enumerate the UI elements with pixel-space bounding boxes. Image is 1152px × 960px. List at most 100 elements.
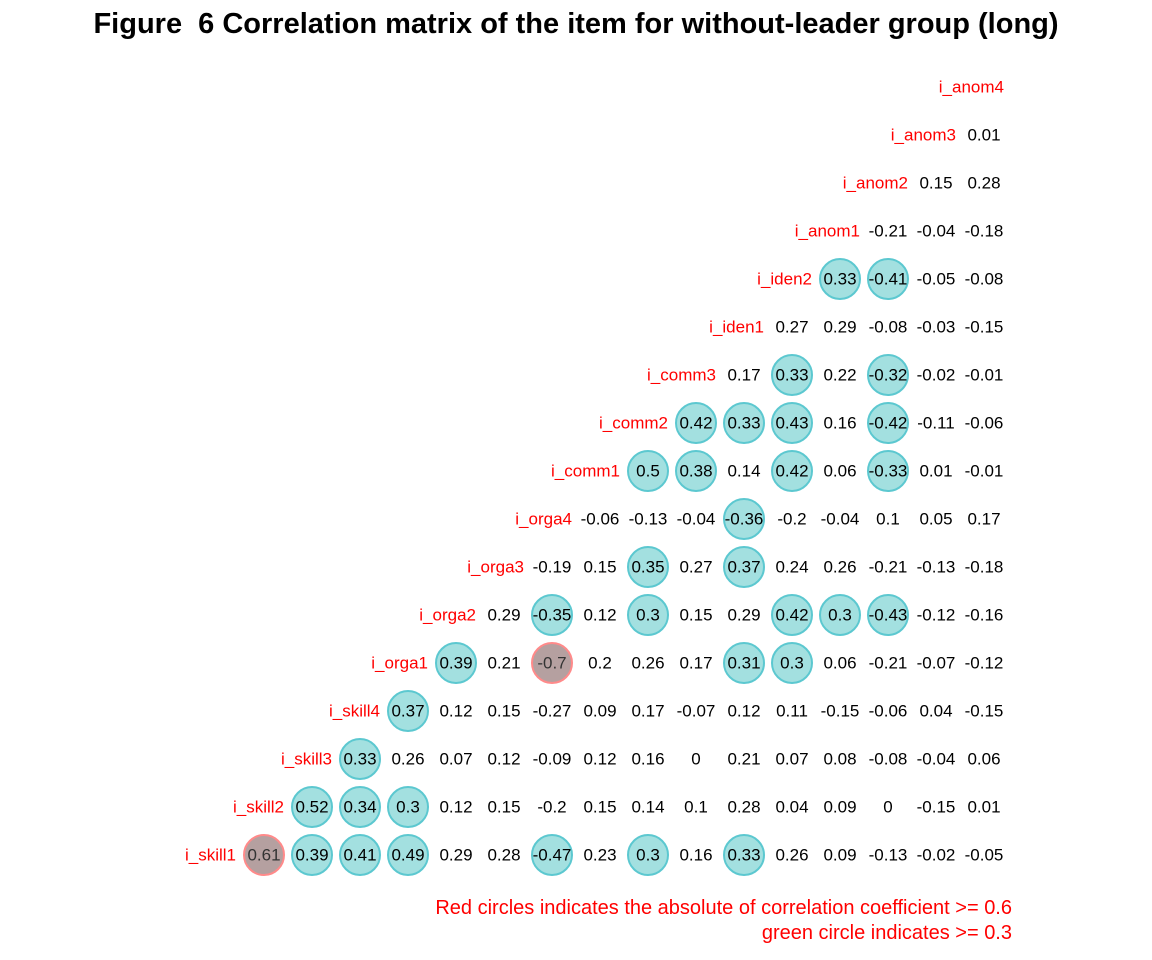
row-label-i_orga4: i_orga4 bbox=[515, 510, 572, 529]
cell-i_skill2-i_orga1: 0.3 bbox=[396, 798, 420, 817]
cell-i_comm2-i_iden2: 0.43 bbox=[775, 414, 808, 433]
cell-i_skill3-i_skill4: 0.33 bbox=[343, 750, 376, 769]
cell-i_comm3-i_anom2: -0.32 bbox=[869, 366, 908, 385]
cell-i_orga4-i_comm3: -0.04 bbox=[677, 510, 716, 529]
cell-i_comm1-i_anom4: -0.01 bbox=[965, 462, 1004, 481]
cell-i_orga1-i_comm3: 0.17 bbox=[679, 654, 712, 673]
cell-i_skill2-i_iden1: 0.28 bbox=[727, 798, 760, 817]
cell-i_orga4-i_comm1: -0.06 bbox=[581, 510, 620, 529]
cell-i_orga4-i_anom3: 0.05 bbox=[919, 510, 952, 529]
green-circle-i_orga3-i_iden1 bbox=[723, 546, 765, 588]
cell-i_orga1-i_comm2: 0.26 bbox=[631, 654, 664, 673]
cell-i_orga1-i_anom3: -0.07 bbox=[917, 654, 956, 673]
row-label-i_skill1: i_skill1 bbox=[185, 846, 236, 865]
cell-i_anom2-i_anom4: 0.28 bbox=[967, 174, 1000, 193]
cell-i_skill1-i_anom2: -0.13 bbox=[869, 846, 908, 865]
cell-i_comm1-i_comm3: 0.38 bbox=[679, 462, 712, 481]
cell-i_orga1-i_comm1: 0.2 bbox=[588, 654, 612, 673]
cell-i_iden2-i_anom4: -0.08 bbox=[965, 270, 1004, 289]
cell-i_skill4-i_iden2: 0.11 bbox=[776, 702, 808, 721]
cell-i_orga4-i_anom1: -0.04 bbox=[821, 510, 860, 529]
cell-i_orga1-i_orga2: 0.39 bbox=[439, 654, 472, 673]
cell-i_skill2-i_skill4: 0.34 bbox=[343, 798, 376, 817]
cell-i_orga3-i_iden1: 0.37 bbox=[727, 558, 760, 577]
cell-i_orga4-i_iden2: -0.2 bbox=[777, 510, 806, 529]
cell-i_skill3-i_comm3: 0 bbox=[691, 750, 700, 769]
green-circle-i_orga3-i_comm2 bbox=[627, 546, 669, 588]
cell-i_comm3-i_anom3: -0.02 bbox=[917, 366, 956, 385]
cell-i_orga3-i_anom1: 0.26 bbox=[823, 558, 856, 577]
cell-i_skill3-i_orga4: -0.09 bbox=[533, 750, 572, 769]
green-circle-i_iden2-i_anom1 bbox=[819, 258, 861, 300]
row-label-i_orga3: i_orga3 bbox=[467, 558, 524, 577]
row-label-i_skill4: i_skill4 bbox=[329, 702, 380, 721]
green-circle-i_orga1-i_orga2 bbox=[435, 642, 477, 684]
cell-i_skill3-i_anom4: 0.06 bbox=[967, 750, 1000, 769]
cell-i_comm2-i_anom2: -0.42 bbox=[869, 414, 908, 433]
cell-i_orga4-i_anom2: 0.1 bbox=[876, 510, 900, 529]
red-circle-i_skill1-i_skill2 bbox=[243, 834, 285, 876]
cell-i_anom3-i_anom4: 0.01 bbox=[967, 126, 1000, 145]
cell-i_skill4-i_orga2: 0.12 bbox=[439, 702, 472, 721]
row-label-i_anom1: i_anom1 bbox=[795, 222, 860, 241]
cell-i_comm2-i_comm3: 0.42 bbox=[679, 414, 712, 433]
chart-title: Figure 6 Correlation matrix of the item … bbox=[93, 8, 1059, 40]
cell-i_orga1-i_anom1: 0.06 bbox=[823, 654, 856, 673]
cell-i_skill1-i_comm2: 0.3 bbox=[636, 846, 660, 865]
cell-i_skill2-i_anom2: 0 bbox=[883, 798, 892, 817]
cell-i_skill4-i_anom2: -0.06 bbox=[869, 702, 908, 721]
green-circle-i_skill1-i_iden1 bbox=[723, 834, 765, 876]
cell-i_orga4-i_comm2: -0.13 bbox=[629, 510, 668, 529]
cell-i_comm2-i_anom1: 0.16 bbox=[823, 414, 856, 433]
cell-i_iden1-i_anom4: -0.15 bbox=[965, 318, 1004, 337]
green-circle-i_skill1-i_orga4 bbox=[531, 834, 573, 876]
cell-i_skill4-i_comm2: 0.17 bbox=[631, 702, 664, 721]
cell-i_orga1-i_iden1: 0.31 bbox=[727, 654, 760, 673]
cell-i_skill4-i_comm1: 0.09 bbox=[583, 702, 616, 721]
cell-i_skill3-i_anom1: 0.08 bbox=[823, 750, 856, 769]
cell-i_orga4-i_anom4: 0.17 bbox=[967, 510, 1000, 529]
cell-i_orga2-i_anom2: -0.43 bbox=[869, 606, 908, 625]
cell-i_orga2-i_comm3: 0.15 bbox=[679, 606, 712, 625]
cell-i_skill1-i_anom1: 0.09 bbox=[823, 846, 856, 865]
cell-i_orga2-i_iden2: 0.42 bbox=[775, 606, 808, 625]
green-circle-i_comm2-i_anom2 bbox=[867, 402, 909, 444]
cell-i_orga1-i_orga3: 0.21 bbox=[487, 654, 520, 673]
cell-i_skill3-i_comm2: 0.16 bbox=[631, 750, 664, 769]
cell-i_skill2-i_orga3: 0.15 bbox=[487, 798, 520, 817]
cell-i_skill1-i_comm3: 0.16 bbox=[679, 846, 712, 865]
green-circle-i_orga1-i_iden2 bbox=[771, 642, 813, 684]
cell-i_iden2-i_anom1: 0.33 bbox=[823, 270, 856, 289]
cell-i_orga2-i_anom1: 0.3 bbox=[828, 606, 852, 625]
cell-i_orga2-i_iden1: 0.29 bbox=[727, 606, 760, 625]
cell-i_orga3-i_anom4: -0.18 bbox=[965, 558, 1004, 577]
green-circle-i_comm1-i_iden2 bbox=[771, 450, 813, 492]
cell-i_skill3-i_anom2: -0.08 bbox=[869, 750, 908, 769]
red-circle-i_orga1-i_orga4 bbox=[531, 642, 573, 684]
cell-i_comm2-i_anom4: -0.06 bbox=[965, 414, 1004, 433]
green-circle-i_skill4-i_orga1 bbox=[387, 690, 429, 732]
cell-i_skill4-i_anom3: 0.04 bbox=[919, 702, 952, 721]
row-label-i_anom4: i_anom4 bbox=[939, 78, 1004, 97]
green-circle-note: green circle indicates >= 0.3 bbox=[761, 922, 1012, 944]
cell-i_orga3-i_comm3: 0.27 bbox=[679, 558, 712, 577]
cell-i_skill1-i_orga1: 0.49 bbox=[391, 846, 424, 865]
cell-i_comm3-i_anom1: 0.22 bbox=[823, 366, 856, 385]
cell-i_skill1-i_orga2: 0.29 bbox=[439, 846, 472, 865]
cell-i_skill4-i_anom1: -0.15 bbox=[821, 702, 860, 721]
cell-i_skill1-i_skill3: 0.39 bbox=[295, 846, 328, 865]
cell-i_skill2-i_skill3: 0.52 bbox=[295, 798, 328, 817]
cell-i_iden1-i_anom3: -0.03 bbox=[917, 318, 956, 337]
cell-i_orga1-i_orga4: -0.7 bbox=[537, 654, 566, 673]
cell-i_skill3-i_orga1: 0.26 bbox=[391, 750, 424, 769]
cell-i_comm2-i_anom3: -0.11 bbox=[917, 414, 955, 433]
cell-i_orga3-i_comm2: 0.35 bbox=[631, 558, 664, 577]
cell-i_skill1-i_anom3: -0.02 bbox=[917, 846, 956, 865]
row-label-i_comm3: i_comm3 bbox=[647, 366, 716, 385]
row-label-i_anom2: i_anom2 bbox=[843, 174, 908, 193]
red-circle-note: Red circles indicates the absolute of co… bbox=[435, 897, 1012, 919]
cell-i_skill1-i_comm1: 0.23 bbox=[583, 846, 616, 865]
cell-i_skill1-i_iden2: 0.26 bbox=[775, 846, 808, 865]
green-circle-i_skill1-i_orga1 bbox=[387, 834, 429, 876]
cell-i_skill3-i_iden2: 0.07 bbox=[775, 750, 808, 769]
